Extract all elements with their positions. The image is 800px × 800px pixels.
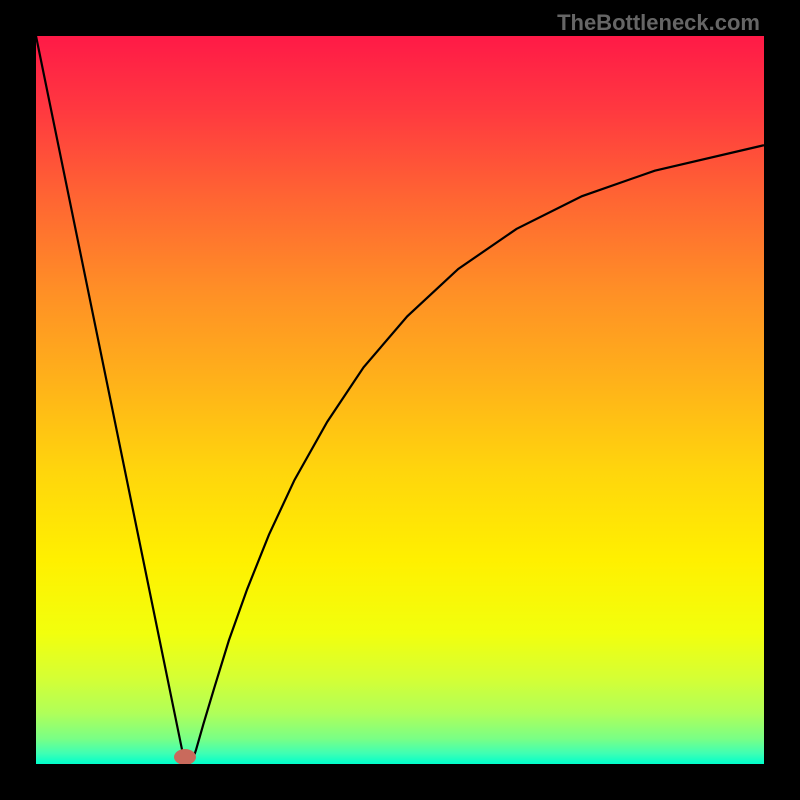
watermark-text: TheBottleneck.com: [557, 10, 760, 36]
plot-area: [36, 36, 764, 764]
optimum-marker: [174, 749, 196, 764]
bottleneck-curve: [36, 36, 764, 764]
